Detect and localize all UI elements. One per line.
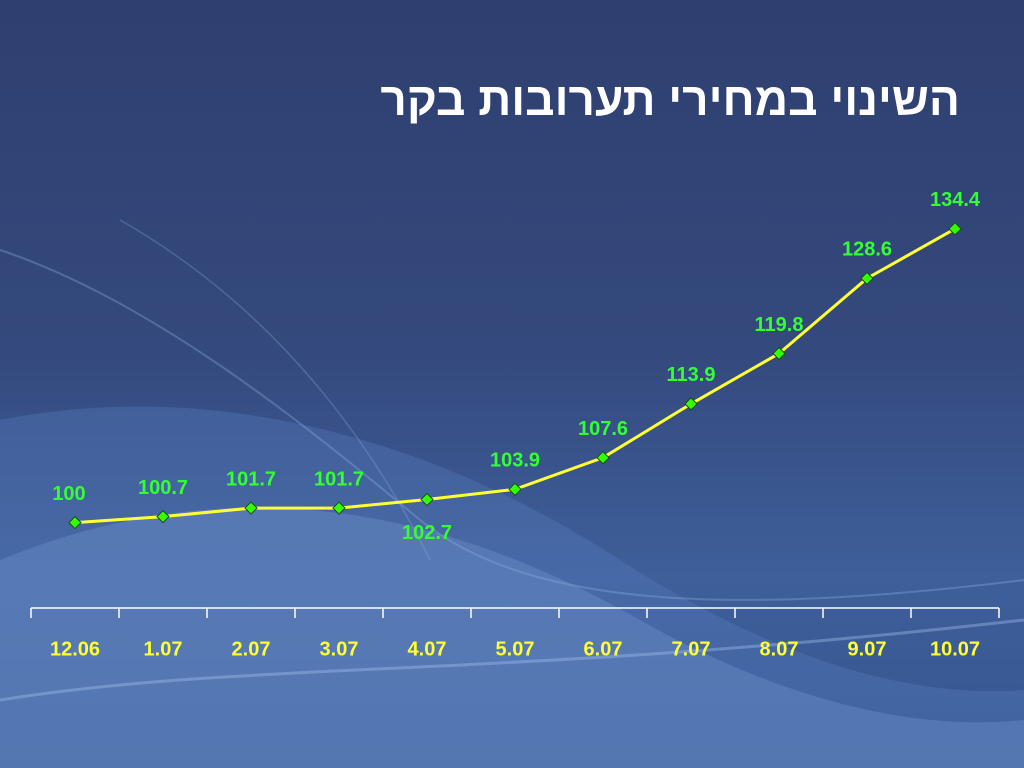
swoosh: [0, 406, 1024, 768]
data-label: 102.7: [402, 522, 452, 544]
data-marker: [772, 346, 786, 361]
x-tick-label: 5.07: [496, 638, 535, 660]
data-marker: [860, 271, 874, 286]
swoosh-line: [0, 618, 1024, 702]
data-marker: [244, 501, 258, 515]
x-tick-label: 4.07: [408, 638, 447, 660]
x-tick-label: 10.07: [930, 638, 980, 660]
data-label: 113.9: [667, 364, 716, 386]
data-label: 107.6: [578, 418, 628, 440]
data-label: 119.8: [755, 314, 804, 336]
data-line: [74, 227, 956, 525]
data-marker: [68, 515, 82, 530]
swoosh: [0, 507, 1024, 768]
data-label: 103.9: [490, 450, 540, 472]
x-tick-label: 2.07: [232, 638, 271, 660]
x-tick-label: 9.07: [848, 638, 887, 660]
data-label: 100.7: [138, 477, 188, 499]
data-label: 100: [52, 483, 85, 505]
x-tick-label: 12.06: [50, 638, 100, 660]
data-label: 101.7: [226, 468, 276, 490]
data-marker: [156, 509, 170, 524]
data-marker: [332, 501, 346, 515]
data-marker: [684, 397, 698, 411]
chart-title: השינוי במחירי תערובות בקר: [380, 73, 960, 125]
swoosh-line: [119, 219, 431, 561]
x-tick-label: 8.07: [760, 638, 799, 660]
x-tick-label: 1.07: [144, 638, 183, 660]
data-label: 101.7: [314, 468, 364, 490]
data-label: 128.6: [842, 239, 892, 261]
data-label: 134.4: [930, 189, 981, 211]
x-tick-label: 6.07: [584, 638, 623, 660]
data-marker: [420, 492, 434, 507]
swoosh-line: [0, 249, 1024, 601]
data-marker: [948, 222, 962, 236]
data-marker: [596, 450, 610, 465]
x-tick-label: 7.07: [672, 638, 711, 660]
x-tick-label: 3.07: [320, 638, 359, 660]
data-marker: [508, 482, 522, 497]
